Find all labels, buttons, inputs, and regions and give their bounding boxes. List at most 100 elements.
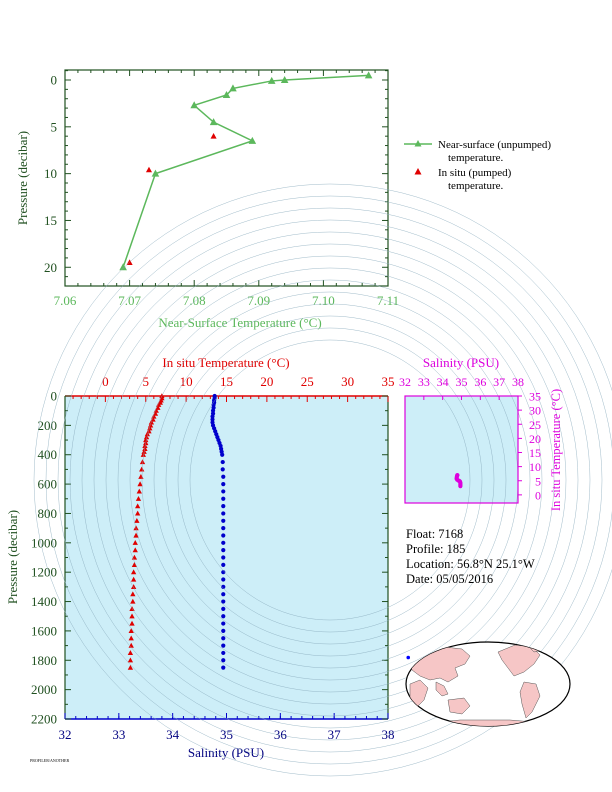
salinity-tick-label: 38 — [382, 727, 395, 742]
ts-salinity-tick-label: 38 — [512, 375, 524, 389]
temperature-point — [130, 584, 137, 589]
temperature-point — [130, 569, 137, 575]
temp-tick-label: 15 — [220, 374, 233, 389]
profile-temperature-ticks: 0 5 10 15 20 25 30 35 — [72, 374, 395, 402]
near-surface-point — [209, 118, 218, 126]
salinity-point — [221, 504, 226, 509]
temperature-point — [140, 451, 146, 457]
temperature-point — [142, 443, 148, 449]
near-surface-point — [229, 84, 237, 92]
salinity-tick-label: 35 — [220, 727, 233, 742]
temperature-point — [147, 422, 154, 428]
pressure-tick-label: 2200 — [31, 712, 57, 727]
temperature-point — [135, 495, 142, 501]
temperature-point — [144, 431, 151, 437]
salinity-tick-label: 33 — [112, 727, 125, 742]
ts-salinity-tick-label: 33 — [418, 375, 430, 389]
world-map — [405, 641, 571, 727]
map-australia — [447, 697, 471, 715]
temperature-point — [143, 434, 150, 440]
pressure-tick-label: 1800 — [31, 653, 57, 668]
y-tick-label: 5 — [51, 119, 58, 134]
salinity-point — [221, 533, 226, 538]
near-surface-point — [190, 101, 198, 109]
near-surface-x-axis-label: Near-Surface Temperature (°C) — [158, 315, 321, 330]
temp-tick-label: 35 — [382, 374, 395, 389]
profile-chart: 0 5 10 15 20 25 30 35 32 33 34 35 36 37 38 0200400600… — [5, 355, 395, 760]
y-tick-label: 0 — [51, 73, 58, 88]
ts-temperature-axis-label: In situ Temperature (°C) — [549, 389, 563, 511]
near-surface-point — [151, 169, 160, 177]
profile-temperature-axis-label: In situ Temperature (°C) — [162, 355, 289, 370]
pressure-tick-label: 2000 — [31, 682, 57, 697]
pressure-tick-label: 600 — [38, 477, 58, 492]
temperature-point — [139, 459, 146, 465]
ts-temperature-tick-label: 5 — [535, 474, 541, 488]
salinity-point — [221, 584, 226, 589]
x-tick-label: 7.08 — [183, 293, 206, 308]
legend-label-near-surface: Near-surface (unpumped) — [438, 139, 551, 151]
x-tick-label: 7.07 — [118, 293, 141, 308]
temperature-point — [128, 635, 134, 641]
temperature-point — [136, 488, 142, 494]
near-surface-series — [119, 71, 373, 271]
in-situ-point — [210, 132, 217, 139]
x-tick-label: 7.09 — [247, 293, 270, 308]
density-contour — [93, 243, 567, 717]
x-tick-label: 7.11 — [377, 293, 399, 308]
temperature-point — [128, 628, 134, 634]
temperature-point — [130, 598, 136, 604]
temperature-point — [135, 503, 141, 509]
profile-temperature-series — [127, 393, 165, 670]
near-surface-point — [280, 76, 289, 83]
ts-temperature-tick-label: 30 — [529, 404, 541, 418]
ts-points — [454, 473, 463, 489]
footer-credit: PROFILER/ANOTHER — [30, 758, 70, 763]
ts-temperature-tick-label: 0 — [535, 488, 541, 502]
float-info: Float: 7168 Profile: 185 Location: 56.8°… — [406, 527, 535, 587]
temp-tick-label: 30 — [341, 374, 354, 389]
near-surface-point — [119, 263, 127, 271]
temperature-point — [132, 540, 138, 545]
temperature-point — [129, 620, 135, 626]
profile-salinity-axis-label: Salinity (PSU) — [188, 745, 264, 760]
temperature-point — [147, 425, 153, 431]
legend-marker-in-situ — [414, 168, 422, 175]
near-surface-plot-frame — [64, 69, 389, 287]
near-surface-point — [222, 90, 231, 98]
temp-tick-label: 10 — [180, 374, 193, 389]
salinity-point — [221, 606, 226, 611]
ts-salinity-tick-label: 34 — [437, 375, 449, 389]
temperature-point — [133, 525, 139, 531]
pressure-tick-label: 0 — [51, 389, 58, 404]
temp-tick-label: 5 — [143, 374, 150, 389]
temperature-point — [142, 446, 148, 451]
y-tick-label: 15 — [44, 213, 57, 228]
temperature-point — [127, 650, 134, 656]
salinity-tick-label: 32 — [59, 727, 72, 742]
salinity-point — [221, 474, 226, 479]
ts-salinity-tick-label: 35 — [456, 375, 468, 389]
temperature-point — [148, 419, 155, 425]
temperature-point — [138, 473, 144, 479]
temperature-point — [130, 591, 136, 597]
density-contour — [57, 207, 603, 753]
ts-temperature-tick-label: 10 — [529, 460, 541, 474]
temperature-point — [134, 517, 140, 523]
salinity-point — [221, 658, 226, 663]
near-surface-y-ticks: 0 5 10 15 20 — [44, 70, 388, 287]
ts-salinity-ticks: 32 33 34 35 36 37 38 — [399, 375, 524, 400]
salinity-point — [221, 665, 226, 670]
y-tick-label: 20 — [44, 260, 57, 275]
near-surface-line — [122, 74, 369, 268]
salinity-tick-label: 36 — [274, 727, 288, 742]
salinity-point — [221, 628, 226, 634]
ts-salinity-tick-label: 37 — [493, 375, 505, 389]
salinity-point — [221, 555, 226, 560]
profile-pressure-ticks: 0200400600800100012001400160018002000220… — [31, 389, 388, 727]
salinity-point — [221, 496, 226, 501]
density-contour — [117, 267, 543, 693]
salinity-point — [210, 417, 215, 422]
temp-tick-label: 25 — [301, 374, 314, 389]
